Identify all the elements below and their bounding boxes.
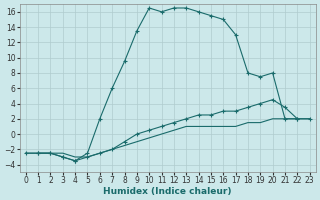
X-axis label: Humidex (Indice chaleur): Humidex (Indice chaleur) bbox=[103, 187, 232, 196]
